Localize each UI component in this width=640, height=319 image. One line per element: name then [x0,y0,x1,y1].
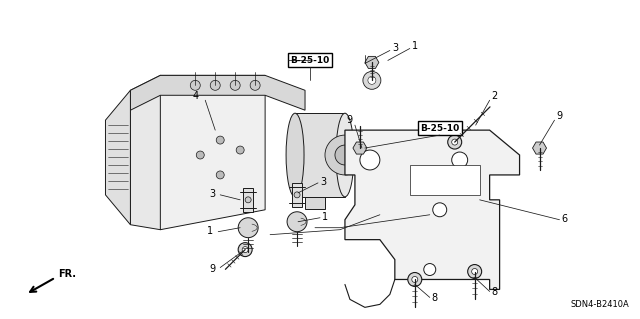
Polygon shape [305,197,325,209]
Circle shape [360,150,380,170]
Text: 4: 4 [192,91,198,101]
Ellipse shape [336,113,354,197]
Polygon shape [295,113,345,197]
Polygon shape [106,90,131,225]
Circle shape [412,277,418,282]
Polygon shape [131,75,305,110]
Circle shape [242,247,248,253]
Circle shape [325,135,365,175]
Polygon shape [365,56,379,69]
Circle shape [424,263,436,276]
Circle shape [190,80,200,90]
Circle shape [196,151,204,159]
Text: 3: 3 [209,189,215,199]
Text: B-25-10: B-25-10 [420,124,460,133]
Circle shape [287,212,307,232]
Circle shape [250,80,260,90]
Polygon shape [161,75,265,230]
Text: 1: 1 [412,41,418,51]
Circle shape [216,171,224,179]
Text: 9: 9 [209,263,215,273]
Ellipse shape [286,113,304,197]
Circle shape [238,218,258,238]
Circle shape [452,139,458,145]
Polygon shape [345,130,520,289]
FancyBboxPatch shape [418,121,461,135]
Circle shape [294,192,300,198]
Text: 6: 6 [561,214,568,224]
Circle shape [433,203,447,217]
FancyBboxPatch shape [288,54,332,67]
Circle shape [408,272,422,286]
Circle shape [236,146,244,154]
Circle shape [210,80,220,90]
Circle shape [468,264,482,278]
Text: 3: 3 [320,177,326,187]
Text: 8: 8 [492,287,498,297]
Circle shape [245,197,251,203]
Text: 8: 8 [432,293,438,303]
Polygon shape [131,75,190,230]
Text: SDN4-B2410A: SDN4-B2410A [571,300,629,309]
Polygon shape [243,188,253,212]
Text: 9: 9 [347,115,353,125]
Text: 1: 1 [207,226,213,236]
Text: 1: 1 [322,212,328,222]
Circle shape [216,136,224,144]
Circle shape [368,76,376,84]
Circle shape [335,145,355,165]
Circle shape [363,71,381,89]
Text: 3: 3 [392,43,398,54]
Circle shape [230,80,240,90]
Circle shape [472,269,477,274]
Text: 2: 2 [492,91,498,101]
Circle shape [238,243,252,256]
Text: B-25-10: B-25-10 [291,56,330,65]
Circle shape [448,135,461,149]
Circle shape [452,152,468,168]
Polygon shape [292,183,302,207]
Text: FR.: FR. [59,270,77,279]
Polygon shape [410,165,479,195]
Text: 9: 9 [557,111,563,121]
Polygon shape [532,142,547,154]
Polygon shape [353,142,367,154]
